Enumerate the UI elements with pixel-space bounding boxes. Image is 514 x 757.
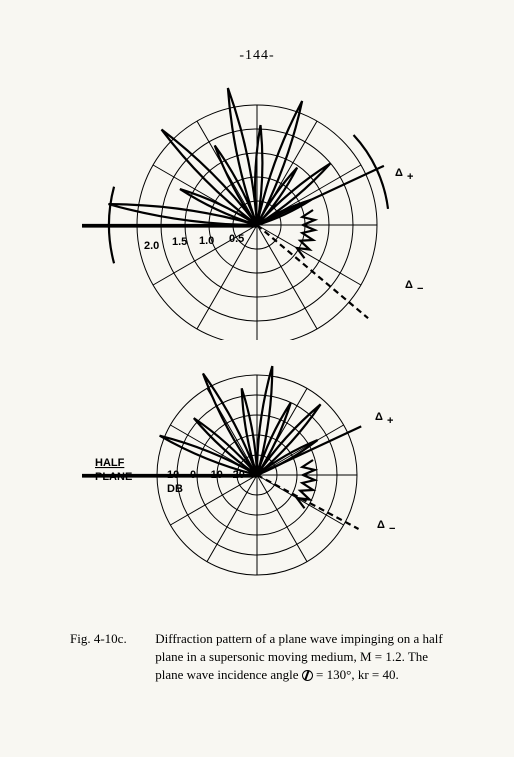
caption-text: Diffraction pattern of a plane wave impi… xyxy=(155,630,454,685)
svg-text:−: − xyxy=(389,523,395,535)
page: -144- Δ+Δ−0.51.01.52.0 Δ+Δ−-20-10010DBHA… xyxy=(0,0,514,757)
svg-text:-20: -20 xyxy=(229,469,245,481)
caption-label: Fig. 4-10c. xyxy=(70,630,152,648)
svg-text:1.0: 1.0 xyxy=(199,235,214,247)
figure-top: Δ+Δ−0.51.01.52.0 xyxy=(77,80,437,340)
theta-icon xyxy=(302,670,313,681)
svg-text:0.5: 0.5 xyxy=(229,233,244,245)
svg-text:-10: -10 xyxy=(207,469,223,481)
figure-bottom: Δ+Δ−-20-10010DBHALFPLANE xyxy=(77,350,437,610)
caption-text-2: = 130°, kr = 40. xyxy=(313,667,399,682)
svg-text:HALF: HALF xyxy=(95,457,125,469)
svg-text:+: + xyxy=(407,171,413,183)
svg-text:−: − xyxy=(417,283,423,295)
svg-text:PLANE: PLANE xyxy=(95,471,132,483)
svg-text:Δ: Δ xyxy=(375,411,383,423)
svg-text:Δ: Δ xyxy=(395,167,403,179)
svg-text:Δ: Δ xyxy=(377,519,385,531)
svg-text:Δ: Δ xyxy=(405,279,413,291)
caption-text-1: Diffraction pattern of a plane wave impi… xyxy=(155,631,442,682)
svg-text:0: 0 xyxy=(190,469,196,481)
svg-text:+: + xyxy=(387,415,393,427)
svg-text:2.0: 2.0 xyxy=(144,240,159,252)
svg-text:1.5: 1.5 xyxy=(172,236,187,248)
figure-caption: Fig. 4-10c. Diffraction pattern of a pla… xyxy=(70,630,459,685)
svg-text:DB: DB xyxy=(167,483,183,495)
page-number: -144- xyxy=(0,48,514,64)
svg-text:10: 10 xyxy=(167,469,179,481)
